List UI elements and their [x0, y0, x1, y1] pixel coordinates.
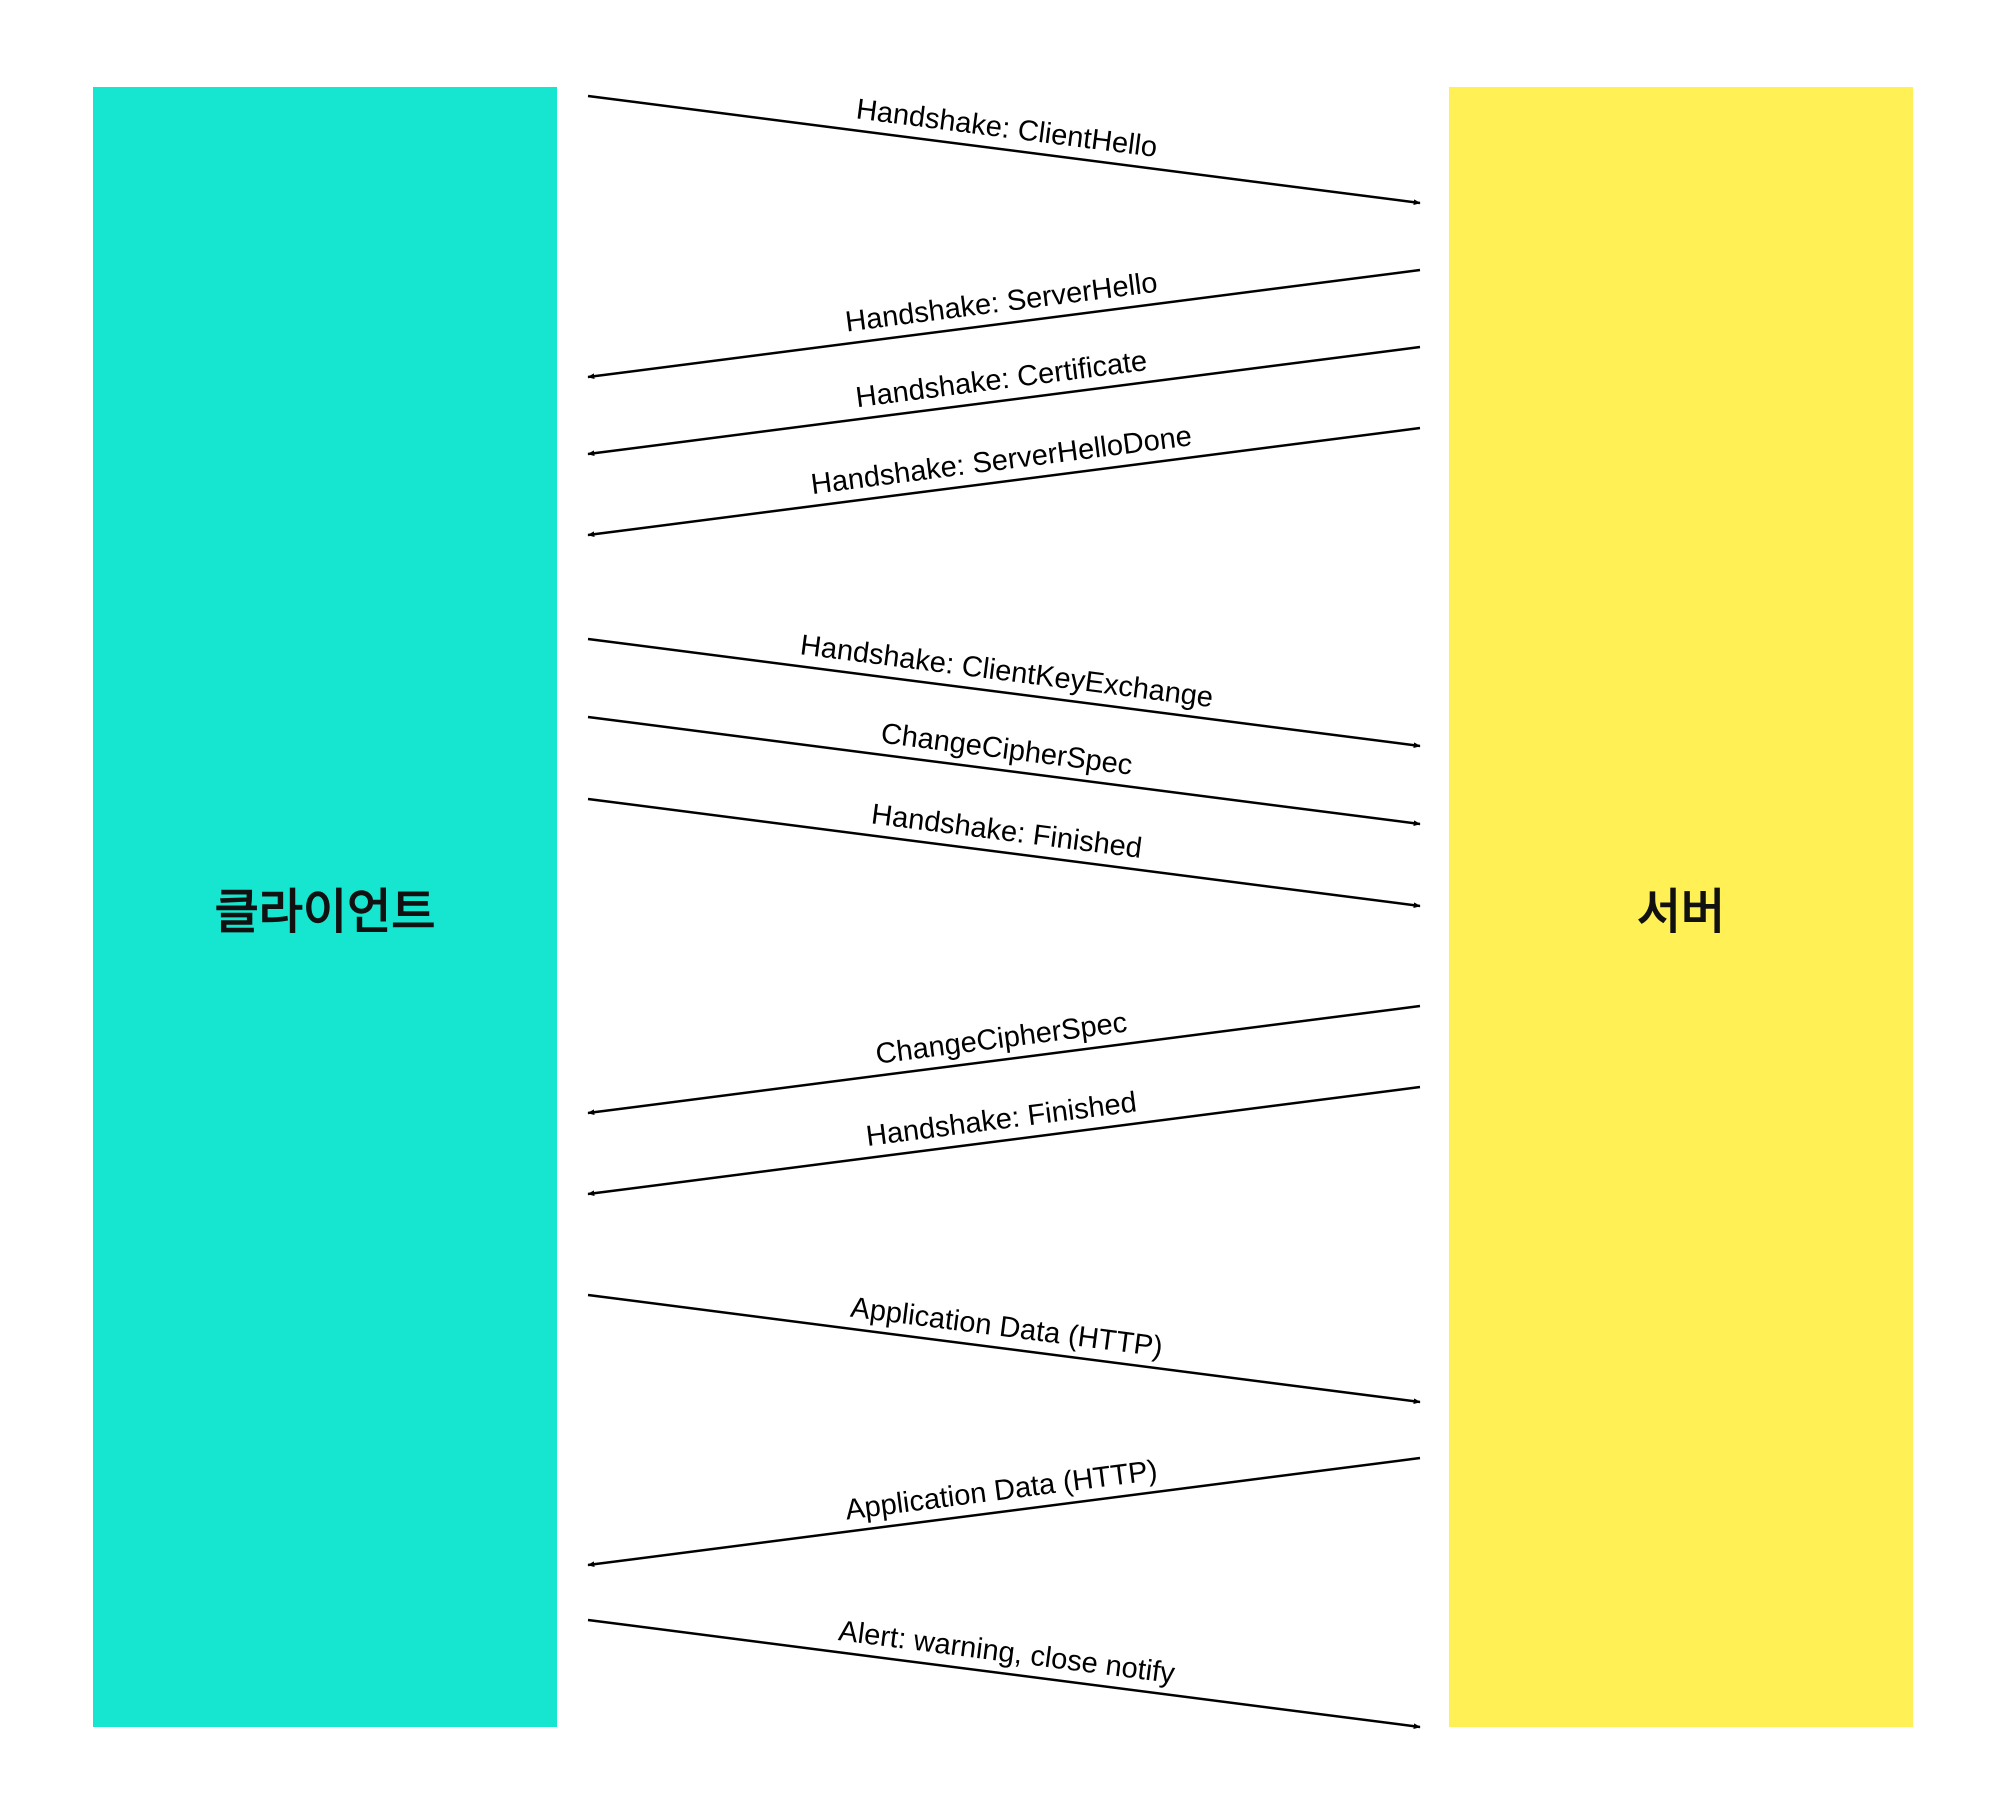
server-lane: 서버	[1449, 87, 1913, 1727]
message-line	[587, 268, 1421, 379]
message-line	[587, 1004, 1421, 1115]
message-line	[587, 1618, 1421, 1729]
message-line	[587, 426, 1421, 537]
message-label: Handshake: ServerHelloDone	[809, 420, 1194, 501]
message-line	[587, 94, 1421, 205]
message-arrow: Application Data (HTTP)	[587, 1455, 1421, 1567]
message-arrow: Alert: warning, close notify	[587, 1615, 1421, 1729]
message-label: Handshake: ServerHello	[843, 267, 1159, 339]
message-arrow: Handshake: Finished	[587, 1085, 1421, 1196]
message-label: Handshake: Finished	[870, 798, 1144, 864]
message-arrow: Handshake: ClientKeyExchange	[587, 629, 1421, 748]
message-arrow: Handshake: ClientHello	[587, 93, 1421, 205]
message-arrow: ChangeCipherSpec	[587, 715, 1421, 826]
message-arrow: ChangeCipherSpec	[587, 1004, 1421, 1115]
message-line	[587, 345, 1421, 456]
message-line	[587, 797, 1421, 908]
messages-layer: Handshake: ClientHello Handshake: ServerH…	[587, 93, 1421, 1729]
message-line	[587, 1293, 1421, 1404]
message-arrow: Handshake: Finished	[587, 797, 1421, 908]
message-line	[587, 637, 1421, 748]
message-label: Application Data (HTTP)	[849, 1292, 1165, 1364]
message-label: Handshake: Finished	[864, 1086, 1138, 1152]
client-lane: 클라이언트	[93, 87, 557, 1727]
message-arrow: Application Data (HTTP)	[587, 1292, 1421, 1404]
message-line	[587, 715, 1421, 826]
message-line	[587, 1456, 1421, 1567]
message-label: Handshake: ClientKeyExchange	[798, 629, 1215, 714]
message-label: Alert: warning, close notify	[837, 1615, 1177, 1690]
client-label: 클라이언트	[214, 884, 436, 940]
message-arrow: Handshake: ServerHello	[587, 267, 1421, 379]
message-line	[587, 1085, 1421, 1196]
message-label: Handshake: Certificate	[854, 345, 1149, 414]
message-label: Handshake: ClientHello	[854, 93, 1159, 163]
message-label: Application Data (HTTP)	[843, 1455, 1159, 1527]
server-label: 서버	[1636, 884, 1726, 940]
